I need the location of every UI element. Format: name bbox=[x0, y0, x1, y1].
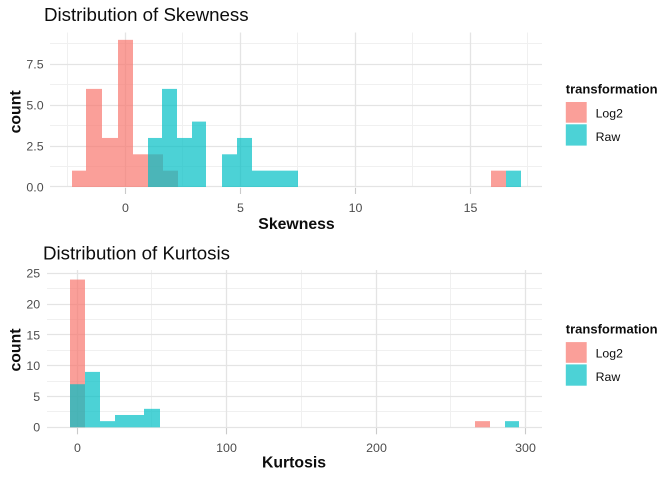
svg-text:5: 5 bbox=[33, 390, 40, 404]
svg-text:300: 300 bbox=[515, 441, 536, 455]
svg-text:100: 100 bbox=[216, 441, 237, 455]
svg-text:Log2: Log2 bbox=[596, 106, 624, 120]
svg-text:0: 0 bbox=[74, 441, 81, 455]
svg-text:count: count bbox=[8, 90, 25, 134]
svg-text:transformation: transformation bbox=[566, 81, 658, 96]
svg-text:Raw: Raw bbox=[596, 130, 621, 144]
svg-text:200: 200 bbox=[366, 441, 387, 455]
svg-text:10: 10 bbox=[26, 359, 40, 373]
svg-text:15: 15 bbox=[464, 201, 478, 215]
svg-text:10: 10 bbox=[349, 201, 363, 215]
svg-text:Distribution of Kurtosis: Distribution of Kurtosis bbox=[43, 242, 230, 263]
svg-text:Kurtosis: Kurtosis bbox=[262, 455, 326, 472]
svg-text:15: 15 bbox=[26, 328, 40, 342]
svg-text:Skewness: Skewness bbox=[258, 216, 335, 233]
svg-text:0: 0 bbox=[122, 201, 129, 215]
svg-text:Log2: Log2 bbox=[596, 347, 624, 361]
svg-text:0.0: 0.0 bbox=[26, 180, 43, 194]
svg-text:Distribution of Skewness: Distribution of Skewness bbox=[44, 4, 249, 25]
svg-text:0: 0 bbox=[33, 421, 40, 435]
svg-text:Raw: Raw bbox=[596, 370, 621, 384]
svg-text:20: 20 bbox=[26, 298, 40, 312]
svg-text:7.5: 7.5 bbox=[26, 58, 43, 72]
svg-text:count: count bbox=[8, 328, 25, 372]
svg-text:5.0: 5.0 bbox=[26, 99, 43, 113]
svg-text:transformation: transformation bbox=[566, 321, 658, 336]
svg-text:25: 25 bbox=[26, 267, 40, 281]
svg-text:2.5: 2.5 bbox=[26, 139, 43, 153]
svg-text:5: 5 bbox=[237, 201, 244, 215]
